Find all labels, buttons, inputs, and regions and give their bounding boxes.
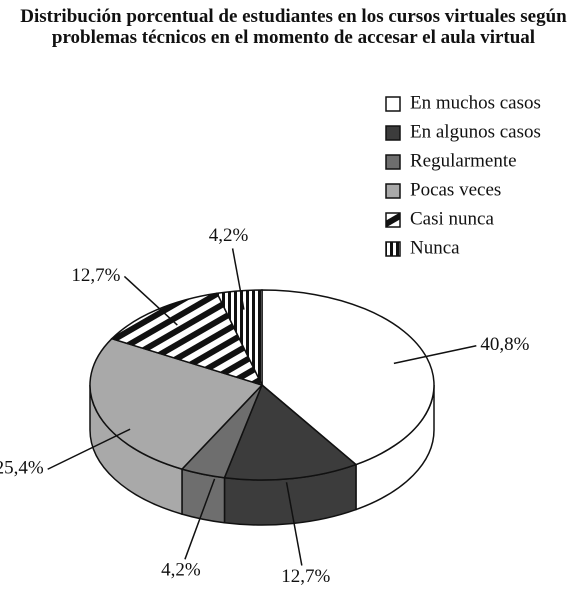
legend-swatch — [385, 96, 401, 112]
chart-title: Distribución porcentual de estudiantes e… — [20, 6, 567, 48]
data-label: 12,7% — [281, 566, 330, 587]
pie-slice — [110, 292, 264, 387]
data-label: 40,8% — [480, 334, 529, 355]
leader-line — [285, 482, 303, 566]
legend-swatch — [385, 212, 401, 228]
pie-slice — [223, 383, 358, 481]
legend-label: Pocas veces — [410, 179, 501, 200]
pie-slice — [216, 289, 263, 386]
leader-line — [47, 428, 131, 470]
legend-swatch — [385, 154, 401, 170]
data-label: 25,4% — [0, 458, 44, 479]
leader-line — [184, 478, 216, 560]
leader-line — [123, 275, 178, 326]
legend-label: En algunos casos — [410, 121, 541, 142]
pie-slice — [89, 337, 264, 470]
legend-swatch — [385, 241, 401, 257]
leader-line — [231, 248, 245, 310]
data-label: 4,2% — [209, 225, 249, 246]
legend-label: Casi nunca — [410, 208, 494, 229]
legend-label: Nunca — [410, 237, 460, 258]
legend-label: Regularmente — [410, 150, 517, 171]
leader-line — [393, 345, 477, 365]
data-label: 12,7% — [71, 265, 120, 286]
legend-swatch — [385, 125, 401, 141]
data-label: 4,2% — [161, 560, 201, 581]
legend-label: En muchos casos — [410, 92, 541, 113]
legend-swatch — [385, 183, 401, 199]
